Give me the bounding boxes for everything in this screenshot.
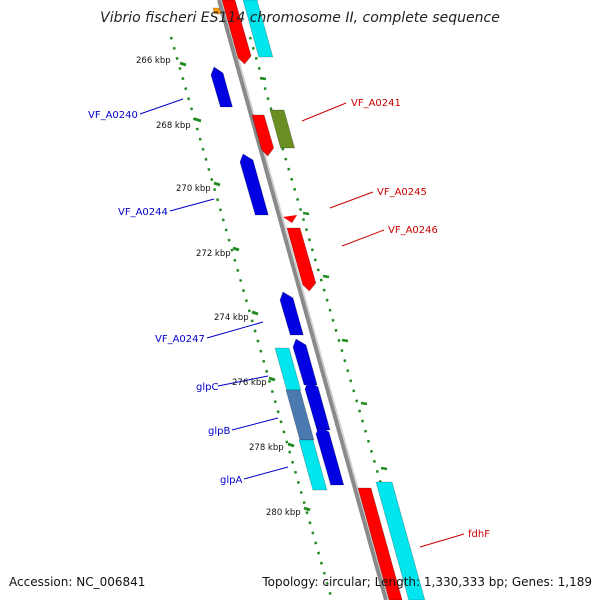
cyan-feature-box (242, 0, 274, 58)
cyan-feature-box-fdhf-track (375, 481, 426, 600)
reverse-cds-box-vf-a0240 (210, 66, 233, 108)
gene-label-vf-a0247: VF_A0247 (155, 334, 205, 345)
forward-cds-box-vf-a0246 (286, 227, 317, 292)
leader-line-glpa (243, 466, 289, 480)
gene-label-fdhf: fdhF (468, 529, 490, 540)
major-tick (302, 211, 310, 216)
accession-text: Accession: NC_006841 (9, 575, 145, 589)
major-tick (194, 117, 202, 123)
major-tick (251, 310, 259, 316)
tick-label-278: 278 kbp (249, 443, 284, 453)
major-tick (213, 181, 221, 187)
gene-labels: VF_A0240 VF_A0241 VF_A0244 VF_A0245 VF_A… (88, 98, 490, 540)
major-tick (259, 76, 267, 81)
leader-line-vf-a0241 (301, 102, 347, 122)
forward-cds-box-vf-a0245 (283, 215, 297, 223)
major-tick (287, 442, 295, 448)
major-tick (232, 246, 240, 252)
tick-label-274: 274 kbp (214, 313, 249, 323)
gene-label-vf-a0241: VF_A0241 (351, 98, 401, 109)
major-tick (341, 338, 349, 343)
map-title: Vibrio fischeri ES114 chromosome II, com… (100, 10, 500, 26)
forward-cds-box-vf-a0241 (251, 114, 275, 157)
features (210, 0, 426, 600)
cyan-feature-box-glpc-track (274, 347, 302, 391)
leader-line-vf-a0246 (341, 229, 385, 247)
tick-label-270: 270 kbp (176, 184, 211, 194)
major-tick (322, 274, 330, 279)
major-tick (360, 401, 368, 406)
tick-label-272: 272 kbp (196, 249, 231, 259)
leader-line-vf-a0244 (169, 198, 215, 212)
olive-feature-box (269, 109, 296, 149)
tick-label-280: 280 kbp (266, 508, 301, 518)
backbone-line (217, 0, 388, 600)
leader-line-fdhf (419, 533, 465, 548)
tick-label-266: 266 kbp (136, 56, 171, 66)
leader-lines (139, 98, 465, 548)
major-tick (380, 466, 388, 471)
leader-line-vf-a0247 (206, 321, 264, 339)
reverse-cds-box-vf-a0247 (279, 291, 304, 336)
gene-label-vf-a0246: VF_A0246 (388, 225, 438, 236)
forward-cds-box-fdhf (357, 487, 403, 600)
gene-label-glpc: glpC (196, 382, 218, 393)
reverse-cds-box-glpa (315, 425, 345, 486)
tick-label-268: 268 kbp (156, 121, 191, 131)
gene-label-glpb: glpB (208, 426, 230, 437)
tick-labels: 266 kbp 268 kbp 270 kbp 272 kbp 274 kbp … (136, 56, 301, 518)
cyan-feature-box-glpa-track (298, 439, 328, 491)
summary-text: Topology: circular; Length: 1,330,333 bp… (261, 575, 592, 589)
feature-box-glpb-track (285, 389, 315, 441)
gene-label-vf-a0245: VF_A0245 (377, 187, 427, 198)
tick-label-276: 276 kbp (232, 378, 267, 388)
leader-line-glpb (231, 417, 279, 431)
reverse-cds-box-vf-a0244 (239, 153, 269, 216)
major-tick (179, 61, 187, 67)
backbone-shadow (221, 0, 390, 600)
leader-line-vf-a0245 (329, 191, 374, 209)
leader-line-glpc (217, 375, 269, 387)
leader-line-vf-a0240 (139, 98, 184, 115)
major-tick (268, 376, 276, 382)
gene-label-glpa: glpA (220, 475, 242, 486)
orange-marker (212, 7, 222, 15)
gene-label-vf-a0240: VF_A0240 (88, 110, 138, 121)
tick-tracks (169, 36, 417, 600)
major-tick (303, 506, 311, 512)
gene-label-vf-a0244: VF_A0244 (118, 207, 168, 218)
forward-cds-box (221, 0, 252, 65)
